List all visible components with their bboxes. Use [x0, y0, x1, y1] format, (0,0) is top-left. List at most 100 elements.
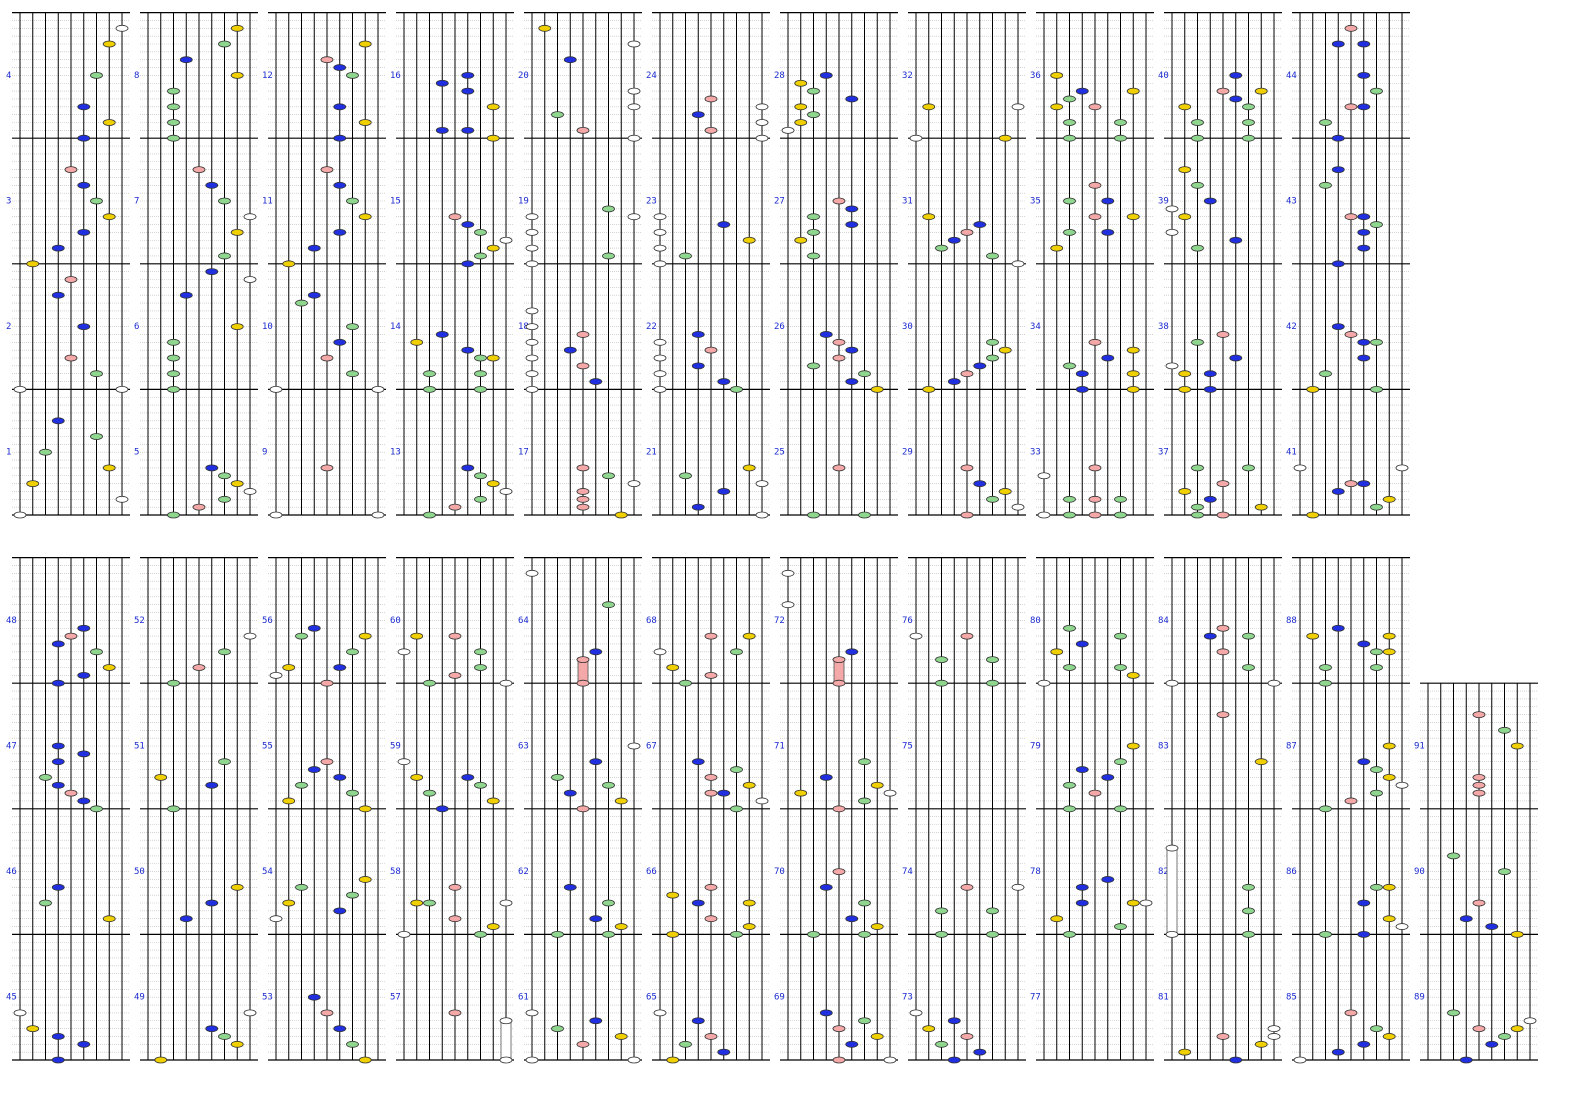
note [230, 72, 244, 79]
note [1088, 464, 1102, 472]
note [1075, 766, 1089, 773]
note [307, 244, 321, 252]
note [1216, 648, 1230, 656]
note [1370, 221, 1383, 228]
note [742, 464, 756, 472]
note [230, 480, 244, 488]
note [320, 56, 334, 64]
note [307, 624, 321, 632]
note [1344, 24, 1358, 32]
note [218, 197, 231, 205]
note [51, 1033, 65, 1040]
note [807, 228, 820, 236]
note [1331, 40, 1345, 48]
note [346, 1040, 359, 1048]
note [77, 323, 91, 331]
note [704, 95, 718, 103]
note [1447, 1009, 1460, 1017]
note [230, 883, 244, 891]
note [102, 464, 116, 472]
note [986, 907, 999, 915]
note [423, 899, 436, 907]
note [1114, 664, 1127, 671]
measure-number: 57 [390, 993, 401, 1003]
note [1126, 742, 1140, 750]
note [1088, 495, 1102, 503]
note [742, 236, 756, 244]
note [755, 480, 769, 488]
note [1319, 679, 1332, 687]
note [435, 331, 449, 338]
note [474, 931, 487, 938]
note [1126, 385, 1140, 393]
note [1191, 464, 1204, 472]
note [525, 323, 539, 331]
note [1063, 781, 1076, 789]
measure-number: 36 [1030, 71, 1041, 81]
measure-number: 80 [1030, 616, 1041, 626]
note [486, 354, 500, 362]
measure-number: 58 [390, 867, 401, 877]
note [845, 95, 859, 103]
measure-number: 79 [1030, 742, 1041, 752]
note [1382, 774, 1396, 781]
note [525, 385, 539, 393]
note [1165, 205, 1179, 213]
note [845, 1040, 859, 1048]
note [474, 472, 487, 480]
note [1216, 87, 1230, 95]
note [115, 385, 129, 393]
note [1370, 385, 1383, 393]
note [205, 464, 219, 472]
note [448, 632, 462, 640]
note [1165, 844, 1179, 852]
note [486, 923, 500, 930]
note [448, 883, 462, 891]
note [333, 338, 347, 346]
note [909, 134, 923, 142]
note [1472, 789, 1486, 797]
note [448, 503, 462, 511]
measure-number: 1 [6, 448, 11, 458]
note [1216, 711, 1230, 718]
note [576, 495, 590, 503]
measure-number: 54 [262, 867, 273, 877]
note [525, 370, 539, 378]
note [218, 472, 231, 480]
note [1485, 923, 1499, 930]
note [1344, 1009, 1358, 1017]
note [499, 488, 513, 495]
note [614, 797, 628, 805]
long-note [500, 1020, 512, 1061]
measure-number: 84 [1158, 616, 1169, 626]
note [1037, 472, 1051, 480]
note [1075, 385, 1089, 393]
note [1382, 742, 1396, 750]
note [525, 244, 539, 252]
note [819, 883, 833, 891]
measure-number: 87 [1286, 742, 1297, 752]
note [167, 370, 180, 378]
note [653, 370, 667, 378]
note [410, 338, 424, 346]
measure-number: 77 [1030, 993, 1041, 1003]
note [1063, 931, 1076, 938]
measure-number: 18 [518, 322, 529, 332]
note [333, 134, 347, 142]
note [320, 679, 334, 687]
note [576, 488, 590, 495]
note [1216, 480, 1230, 488]
note [832, 197, 846, 205]
note [1242, 931, 1255, 938]
note [1063, 134, 1076, 142]
note [1357, 899, 1371, 907]
note [576, 331, 590, 338]
note [1472, 1025, 1486, 1032]
measure-number: 27 [774, 197, 785, 207]
note [589, 915, 603, 923]
note [973, 1048, 987, 1056]
measure-number: 75 [902, 742, 913, 752]
note [1498, 868, 1511, 875]
note [486, 244, 500, 252]
note [269, 671, 283, 679]
